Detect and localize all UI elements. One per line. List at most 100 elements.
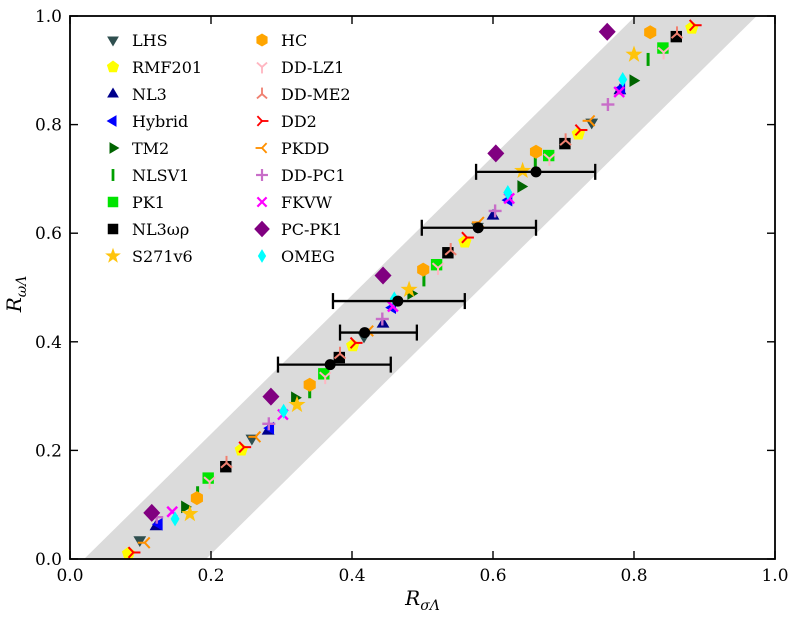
legend-item-NLSV1: NLSV1 xyxy=(132,166,189,185)
y-axis-label: RωΛ xyxy=(2,264,30,324)
x-tick-label: 0.8 xyxy=(620,566,647,586)
series-marker-DD-ME2 xyxy=(220,455,233,469)
series-marker-DD-LZ1 xyxy=(543,153,556,166)
legend-label-DD-PC1: DD-PC1 xyxy=(281,166,346,185)
series-marker-NL3ωρ xyxy=(220,460,232,473)
plot-frame xyxy=(69,15,776,560)
series-marker-DD-ME2 xyxy=(670,26,684,39)
legend-label-Hybrid: Hybrid xyxy=(132,112,188,131)
series-marker-S271v6 xyxy=(400,280,418,297)
legend-item-NL3: NL3 xyxy=(132,85,167,104)
legend-label-TM2: TM2 xyxy=(132,139,169,158)
legend-label-HC: HC xyxy=(281,31,307,50)
legend-marker-LHS xyxy=(107,36,119,47)
legend-marker-OMEG xyxy=(257,249,267,263)
y-tick-label: 0.2 xyxy=(35,441,62,461)
series-marker-DD2 xyxy=(238,441,252,454)
x-axis-label: RσΛ xyxy=(70,586,775,614)
series-marker-FKVW xyxy=(613,86,626,98)
legend-label-LHS: LHS xyxy=(132,31,168,50)
series-marker-NL3ωρ xyxy=(333,351,346,364)
legend-label-DD2: DD2 xyxy=(281,112,317,131)
series-marker-TM2 xyxy=(629,74,641,88)
legend-marker-PC-PK1 xyxy=(254,220,270,238)
x-axis-label-main: R xyxy=(405,586,421,610)
legend-marker-PKDD xyxy=(255,142,268,154)
x-tick-label: 0.4 xyxy=(338,566,365,586)
series-marker-DD-PC1 xyxy=(262,417,276,431)
legend-item-PK1: PK1 xyxy=(132,193,165,212)
error-bar-point xyxy=(420,219,538,236)
legend-label-PK1: PK1 xyxy=(132,193,165,212)
x-axis-label-subscript: σΛ xyxy=(420,598,440,614)
series-marker-PK1 xyxy=(657,42,669,54)
series-marker-DD-PC1 xyxy=(601,98,615,112)
series-marker-DD-PC1 xyxy=(488,204,502,218)
error-bar-point xyxy=(331,293,466,310)
legend-label-DD-LZ1: DD-LZ1 xyxy=(281,58,344,77)
y-tick-label: 0.6 xyxy=(35,224,62,244)
series-marker-DD2 xyxy=(688,19,702,32)
error-bar-point xyxy=(276,356,392,373)
legend-item-DD-PC1: DD-PC1 xyxy=(281,166,346,185)
legend-item-Hybrid: Hybrid xyxy=(132,112,188,131)
series-marker-DD-LZ1 xyxy=(657,46,670,60)
legend-marker-FKVW xyxy=(256,196,268,208)
y-axis-label-main: R xyxy=(2,297,26,313)
legend-item-OMEG: OMEG xyxy=(281,247,335,266)
series-marker-DD2 xyxy=(349,336,363,349)
legend-item-S271v6: S271v6 xyxy=(132,247,193,266)
legend-marker-NL3 xyxy=(107,87,119,98)
legend-label-OMEG: OMEG xyxy=(281,247,335,266)
x-tick-label: 0.2 xyxy=(197,566,224,586)
legend-label-FKVW: FKVW xyxy=(281,193,333,212)
legend-marker-Hybrid xyxy=(106,115,117,127)
series-marker-PC-PK1 xyxy=(487,144,505,163)
series-marker-HC xyxy=(190,491,203,506)
legend-marker-HC xyxy=(256,33,268,47)
series-marker-PC-PK1 xyxy=(143,503,161,522)
legend-label-RMF201: RMF201 xyxy=(132,58,202,77)
series-marker-HC xyxy=(303,377,316,392)
series-marker-DD-PC1 xyxy=(375,312,389,326)
legend-item-DD-ME2: DD-ME2 xyxy=(281,85,351,104)
series-marker-S271v6 xyxy=(288,395,306,413)
error-bar-point xyxy=(338,324,419,341)
legend-marker-PK1 xyxy=(107,196,119,208)
correlation-band xyxy=(84,16,757,559)
legend-item-NL3ωρ: NL3ωρ xyxy=(132,220,189,239)
series-marker-DD-ME2 xyxy=(559,133,572,146)
series-marker-PC-PK1 xyxy=(598,22,616,41)
series-marker-S271v6 xyxy=(181,504,199,522)
x-tick-label: 0.6 xyxy=(479,566,506,586)
legend-label-NL3ωρ: NL3ωρ xyxy=(132,220,189,239)
series-marker-S271v6 xyxy=(625,45,643,62)
legend-marker-RMF201 xyxy=(106,60,120,73)
series-marker-DD2 xyxy=(574,124,588,137)
series-marker-PKDD xyxy=(582,114,596,127)
legend-marker-DD-LZ1 xyxy=(256,61,268,74)
series-marker-PK1 xyxy=(202,472,214,484)
series-marker-NL3ωρ xyxy=(559,137,571,150)
series-marker-OMEG xyxy=(279,403,289,419)
series-marker-DD-LZ1 xyxy=(319,371,332,385)
legend-label-PKDD: PKDD xyxy=(281,139,329,158)
series-marker-NL3ωρ xyxy=(670,30,682,43)
legend-item-PKDD: PKDD xyxy=(281,139,329,158)
series-marker-HC xyxy=(644,25,657,40)
legend-marker-TM2 xyxy=(109,142,120,154)
series-marker-PKDD xyxy=(137,536,151,549)
series-marker-DD-ME2 xyxy=(333,346,347,360)
legend-item-PC-PK1: PC-PK1 xyxy=(281,220,342,239)
series-marker-DD-ME2 xyxy=(444,243,457,256)
series-marker-HC xyxy=(417,262,430,277)
legend-item-DD2: DD2 xyxy=(281,112,317,131)
legend-label-PC-PK1: PC-PK1 xyxy=(281,220,342,239)
series-marker-PK1 xyxy=(430,258,443,271)
y-tick-label: 1.0 xyxy=(35,7,62,27)
legend-marker-DD-PC1 xyxy=(256,169,268,181)
x-tick-label: 0.0 xyxy=(56,566,83,586)
legend-item-HC: HC xyxy=(281,31,307,50)
